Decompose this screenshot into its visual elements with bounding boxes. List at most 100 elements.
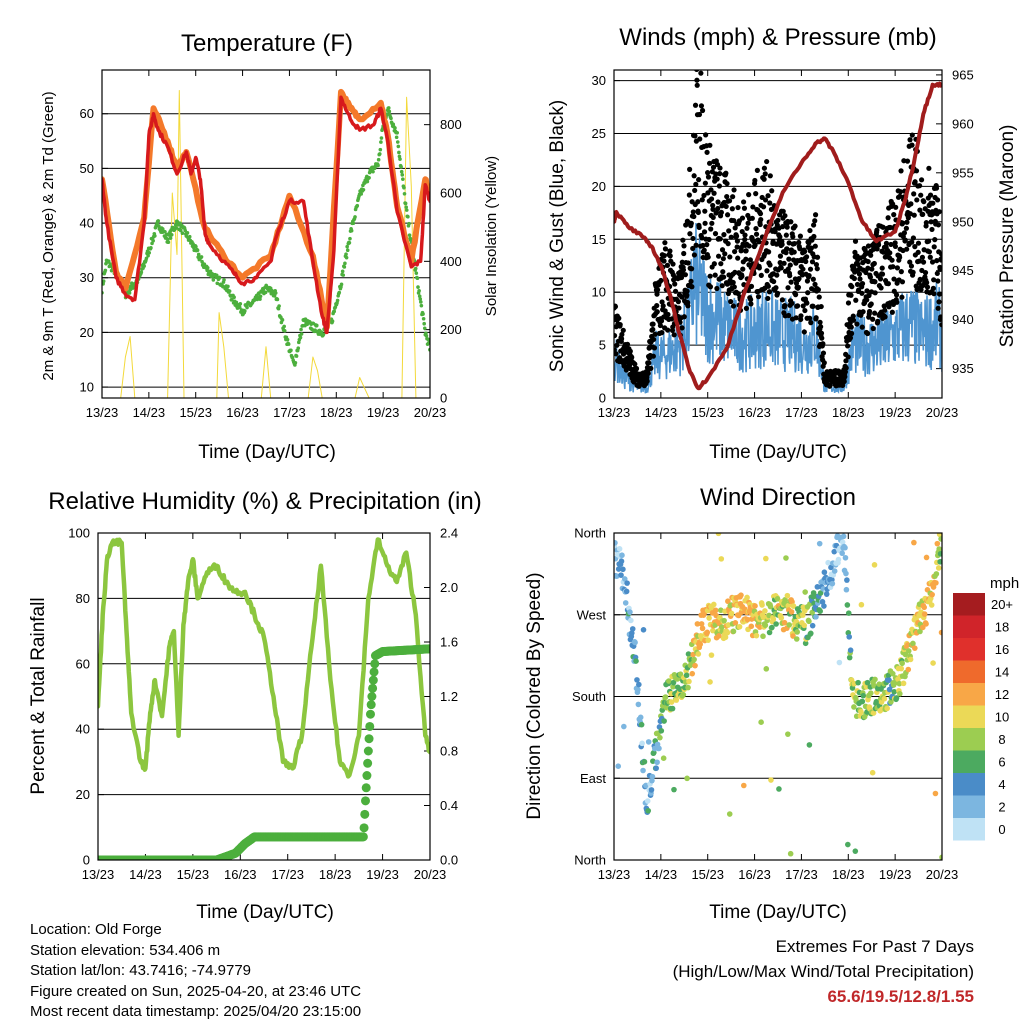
dewpoint-point — [407, 233, 412, 237]
direction-point — [767, 603, 774, 610]
precip-point — [361, 783, 371, 793]
gust-point — [716, 183, 723, 189]
gust-point — [652, 331, 658, 337]
gust-point — [745, 220, 751, 226]
dewpoint-point — [144, 256, 149, 261]
direction-point — [769, 624, 775, 631]
temperature-title: Temperature (F) — [181, 30, 353, 57]
direction-point — [851, 704, 857, 710]
gust-point — [932, 237, 938, 243]
direction-point — [637, 714, 644, 721]
gust-point — [714, 285, 720, 292]
gust-point — [864, 297, 870, 303]
legend-label: 18 — [995, 620, 1009, 635]
dewpoint-point — [173, 223, 178, 227]
latlon-text: Station lat/lon: 43.7416; -74.9779 — [30, 962, 252, 979]
dewpoint-point — [174, 226, 179, 230]
gust-point — [704, 242, 710, 248]
gust-point — [710, 202, 716, 209]
elevation-text: Station elevation: 534.406 m — [30, 941, 221, 959]
gust-point — [903, 225, 909, 231]
gust-point — [684, 292, 690, 298]
direction-point — [728, 610, 735, 617]
winds-xtick-label: 14/23 — [645, 405, 678, 420]
direction-point — [890, 670, 896, 677]
gust-point — [753, 231, 760, 237]
gust-point — [698, 70, 704, 76]
dewpoint-point — [422, 321, 426, 326]
direction-point — [860, 692, 867, 699]
gust-point — [818, 330, 825, 336]
gust-point — [893, 292, 900, 298]
gust-point — [690, 235, 696, 242]
gust-point — [715, 205, 721, 212]
direction-ytick-label: South — [572, 689, 606, 704]
gust-point — [938, 257, 942, 263]
gust-point — [841, 378, 847, 385]
dewpoint-point — [345, 244, 349, 249]
dewpoint-point — [102, 282, 105, 286]
gust-point — [797, 246, 803, 252]
winds-ytick-label: 15 — [592, 232, 606, 247]
gust-point — [721, 274, 727, 280]
direction-point — [917, 628, 923, 635]
gust-point — [849, 284, 855, 290]
gust-point — [646, 360, 652, 366]
direction-point — [933, 571, 940, 577]
gust-point — [938, 314, 942, 320]
direction-point — [658, 728, 665, 734]
direction-point — [770, 616, 777, 623]
gust-point — [775, 290, 781, 296]
gust-point — [804, 300, 810, 306]
gust-point — [860, 309, 866, 315]
gust-point — [705, 170, 711, 176]
gust-point — [753, 191, 759, 197]
gust-point — [912, 179, 918, 185]
dewpoint-point — [344, 255, 349, 260]
gust-point — [810, 276, 816, 282]
direction-point — [809, 622, 816, 629]
direction-point — [670, 679, 677, 686]
gust-point — [907, 211, 913, 217]
direction-point — [855, 679, 861, 686]
gust-point — [614, 304, 619, 310]
humidity-xlabel: Time (Day/UTC) — [196, 902, 334, 923]
gust-point — [910, 235, 917, 241]
direction-point — [656, 745, 662, 752]
gust-point — [930, 200, 936, 206]
gust-point — [878, 285, 884, 291]
gust-point — [918, 192, 924, 198]
gust-point — [614, 342, 620, 348]
dewpoint-point — [395, 140, 400, 144]
gust-point — [874, 227, 880, 233]
dewpoint-point — [422, 326, 427, 331]
gust-point — [866, 308, 873, 315]
dewpoint-point — [272, 294, 277, 298]
direction-point — [842, 544, 848, 551]
precip-point — [425, 644, 430, 654]
direction-point — [615, 763, 622, 769]
direction-point — [872, 676, 878, 683]
dewpoint-point — [321, 332, 326, 337]
dewpoint-point — [402, 191, 407, 196]
humidity-xtick-label: 15/23 — [177, 867, 210, 882]
gust-point — [864, 288, 870, 294]
gust-point — [784, 246, 790, 252]
temperature-ytick-label: 60 — [80, 106, 94, 121]
direction-point — [695, 651, 702, 657]
direction-point — [881, 695, 888, 702]
precip-point — [360, 796, 370, 806]
direction-point — [923, 621, 929, 627]
gust-point — [898, 168, 904, 174]
gust-point — [717, 165, 723, 171]
gust-point — [891, 212, 897, 218]
dewpoint-point — [340, 269, 345, 274]
gust-point — [789, 300, 795, 306]
gust-point — [775, 217, 781, 223]
gust-point — [796, 276, 802, 282]
dewpoint-point — [414, 271, 419, 275]
direction-point — [828, 564, 834, 571]
gust-point — [687, 166, 693, 172]
gust-point — [897, 193, 903, 199]
gust-point — [871, 260, 877, 267]
